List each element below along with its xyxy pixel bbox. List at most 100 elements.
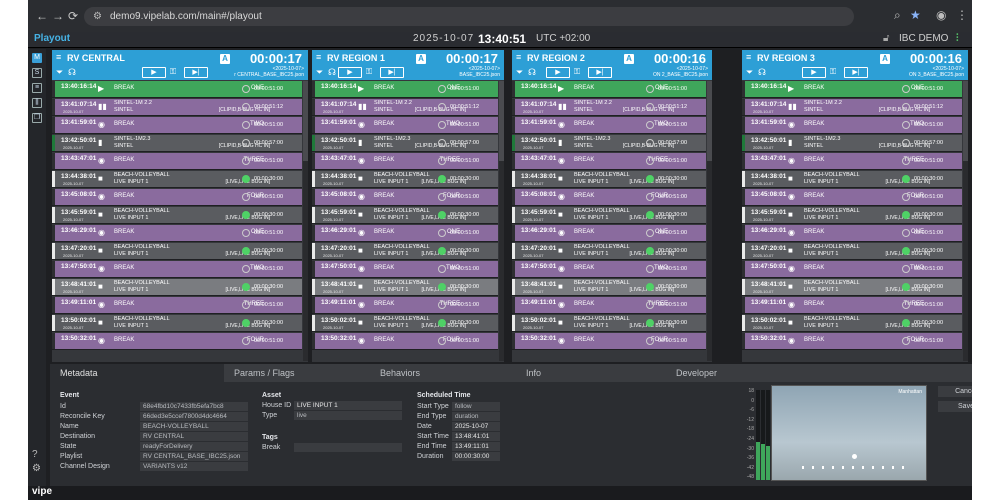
save-button[interactable]: Save [938,401,972,412]
event-row[interactable]: 13:40:16:14 ▶ BREAK ONE 00:00:51:00 [512,81,706,98]
event-row[interactable]: 13:50:02:01 2025-10-07 ■ BEACH-VOLLEYBALL LI… [52,315,302,332]
event-row[interactable]: 13:45:59:01 2025-10-07 ■ BEACH-VOLLEYBALL LI… [512,207,706,224]
event-row[interactable]: 13:50:32:01 ◉ BREAK FOUR 00:00:51:00 [52,333,302,350]
event-row[interactable]: 13:47:50:01 ◉ BREAK TWO 00:00:51:00 [512,261,706,278]
schedule-field-value[interactable]: 00:00:30:00 [452,452,500,461]
event-row[interactable]: 13:41:59:01 ◉ BREAK TWO 00:00:51:00 [512,117,706,134]
filter-icon[interactable]: ⏷ [316,67,324,77]
event-list-scrollbar[interactable] [303,81,308,361]
event-row[interactable]: 13:50:02:01 2025-10-07 ■ BEACH-VOLLEYBALL LI… [312,315,498,332]
event-row[interactable]: 13:44:38:01 2025-10-07 ■ BEACH-VOLLEYBALL LI… [742,171,962,188]
event-row[interactable]: 13:47:20:01 2025-10-07 ■ BEACH-VOLLEYBALL LI… [312,243,498,260]
tab-metadata[interactable]: Metadata [50,364,224,382]
scrollbar-thumb[interactable] [499,81,504,161]
reload-icon[interactable]: ⟳ [68,9,79,23]
play-button[interactable]: ▶ [546,67,570,78]
type-field[interactable]: live [294,411,402,420]
event-row[interactable]: 13:50:32:01 ◉ BREAK FOUR 00:00:51:00 [312,333,498,350]
event-row[interactable]: 13:48:41:01 2025-10-07 ■ BEACH-VOLLEYBALL LI… [512,279,706,296]
event-row[interactable]: 13:50:02:01 2025-10-07 ■ BEACH-VOLLEYBALL LI… [512,315,706,332]
event-row[interactable]: 13:41:59:01 ◉ BREAK TWO 00:00:51:00 [312,117,498,134]
headphones-icon[interactable]: ☊ [758,67,766,77]
schedule-field-value[interactable]: 2025-10-07 [452,422,500,431]
event-row[interactable]: 13:45:59:01 2025-10-07 ■ BEACH-VOLLEYBALL LI… [742,207,962,224]
event-row[interactable]: 13:50:32:01 ◉ BREAK FOUR 00:00:51:00 [742,333,962,350]
event-list-scrollbar[interactable] [707,81,712,361]
event-row[interactable]: 13:46:29:01 ◉ BREAK ONE 00:00:51:00 [312,225,498,242]
event-row[interactable]: 13:44:38:01 2025-10-07 ■ BEACH-VOLLEYBALL LI… [52,171,302,188]
playout-nav-icon[interactable]: M [32,53,42,63]
profile-icon[interactable]: ◉ [936,8,947,22]
automation-badge-icon[interactable]: A [624,54,634,64]
columns-nav-icon[interactable]: ⫼ [32,98,42,108]
event-row[interactable]: 13:45:08:01 ◉ BREAK FOUR 00:00:51:00 [512,189,706,206]
site-info-icon[interactable]: ⚙ [93,11,102,22]
event-field-value[interactable]: RV CENTRAL_BASE_IBC25.json [140,452,248,461]
event-row[interactable]: 13:43:47:01 ◉ BREAK THREE 00:00:51:00 [52,153,302,170]
event-row[interactable]: 13:41:07:14 2025-10-07 ▮▮ SINTEL-1M 2.2 SINT… [742,99,962,116]
scrollbar-thumb[interactable] [303,81,308,161]
event-row[interactable]: 13:41:59:01 ◉ BREAK TWO 00:00:51:00 [52,117,302,134]
event-row[interactable]: 13:49:11:01 ◉ BREAK THREE 00:00:51:00 [312,297,498,314]
event-row[interactable]: 13:47:20:01 2025-10-07 ■ BEACH-VOLLEYBALL LI… [512,243,706,260]
event-row[interactable]: 13:45:59:01 2025-10-07 ■ BEACH-VOLLEYBALL LI… [312,207,498,224]
headphones-icon[interactable]: ☊ [68,67,76,77]
event-field-value[interactable]: 66ded3e5ccef7800d4dc4664 [140,412,248,421]
schedule-nav-icon[interactable]: S [32,68,42,78]
event-row[interactable]: 13:47:50:01 ◉ BREAK TWO 00:00:51:00 [312,261,498,278]
event-row[interactable]: 13:41:07:14 2025-10-07 ▮▮ SINTEL-1M 2.2 SINT… [312,99,498,116]
event-row[interactable]: 13:44:38:01 2025-10-07 ■ BEACH-VOLLEYBALL LI… [512,171,706,188]
automation-badge-icon[interactable]: A [416,54,426,64]
skip-button[interactable]: ▶| [380,67,404,78]
event-row[interactable]: 13:43:47:01 ◉ BREAK THREE 00:00:51:00 [742,153,962,170]
skip-button[interactable]: ▶| [588,67,612,78]
back-icon[interactable]: ← [36,9,48,23]
zoom-icon[interactable]: ⌕ [894,8,901,22]
event-row[interactable]: 13:41:07:14 2025-10-07 ▮▮ SINTEL-1M 2.2 SINT… [512,99,706,116]
event-row[interactable]: 13:43:47:01 ◉ BREAK THREE 00:00:51:00 [512,153,706,170]
event-row[interactable]: 13:44:38:01 2025-10-07 ■ BEACH-VOLLEYBALL LI… [312,171,498,188]
headphones-icon[interactable]: ☊ [528,67,536,77]
event-list-scrollbar[interactable] [963,81,968,361]
help-icon[interactable]: ? [32,449,38,460]
lock-icon[interactable]: ⚿ [574,67,581,76]
scrollbar-thumb[interactable] [963,81,968,161]
event-row[interactable]: 13:49:11:01 ◉ BREAK THREE 00:00:51:00 [742,297,962,314]
event-row[interactable]: 13:40:16:14 ▶ BREAK ONE 00:00:51:00 [52,81,302,98]
skip-button[interactable]: ▶| [184,67,208,78]
event-row[interactable]: 13:45:08:01 ◉ BREAK FOUR 00:00:51:00 [312,189,498,206]
play-button[interactable]: ▶ [338,67,362,78]
copy-nav-icon[interactable]: ❐ [32,113,42,123]
event-row[interactable]: 13:46:29:01 ◉ BREAK ONE 00:00:51:00 [742,225,962,242]
tab-behaviors[interactable]: Behaviors [380,368,421,378]
event-field-value[interactable]: readyForDelivery [140,442,248,451]
tab-developer[interactable]: Developer [676,368,718,378]
address-bar[interactable]: ⚙ demo9.vipelab.com/main#/playout [84,7,854,26]
event-row[interactable]: 13:47:50:01 ◉ BREAK TWO 00:00:51:00 [742,261,962,278]
skip-button[interactable]: ▶| [844,67,868,78]
filter-icon[interactable]: ⏷ [516,67,524,77]
channel-menu-icon[interactable]: ≡ [746,52,752,62]
lock-icon[interactable]: 🔓︎ [883,33,890,44]
event-row[interactable]: 13:40:16:14 ▶ BREAK ONE 00:00:51:00 [742,81,962,98]
house-id-field[interactable]: LIVE INPUT 1 [294,401,402,410]
tab-info[interactable]: Info [526,368,542,378]
filter-icon[interactable]: ⏷ [56,67,64,77]
schedule-field-value[interactable]: 13:49:11:01 [452,442,500,451]
event-row[interactable]: 13:42:50:01 2025-10-07 ▮ SINTEL-1M2.3 SINTEL… [52,135,302,152]
schedule-field-value[interactable]: 13:48:41:01 [452,432,500,441]
settings-gear-icon[interactable]: ⚙ [32,463,41,474]
event-row[interactable]: 13:46:29:01 ◉ BREAK ONE 00:00:51:00 [512,225,706,242]
event-row[interactable]: 13:48:41:01 2025-10-07 ■ BEACH-VOLLEYBALL LI… [52,279,302,296]
channel-menu-icon[interactable]: ≡ [316,52,322,62]
event-row[interactable]: 13:50:32:01 ◉ BREAK FOUR 00:00:51:00 [512,333,706,350]
schedule-field-value[interactable]: duration [452,412,500,421]
event-field-value[interactable]: RV CENTRAL [140,432,248,441]
headphones-icon[interactable]: ☊ [328,67,336,77]
event-row[interactable]: 13:47:50:01 ◉ BREAK TWO 00:00:51:00 [52,261,302,278]
event-row[interactable]: 13:42:50:01 2025-10-07 ▮ SINTEL-1M2.3 SINTEL… [742,135,962,152]
bookmark-star-icon[interactable]: ★ [910,8,921,22]
automation-badge-icon[interactable]: A [220,54,230,64]
event-row[interactable]: 13:45:08:01 ◉ BREAK FOUR 00:00:51:00 [742,189,962,206]
forward-icon[interactable]: → [52,9,64,23]
